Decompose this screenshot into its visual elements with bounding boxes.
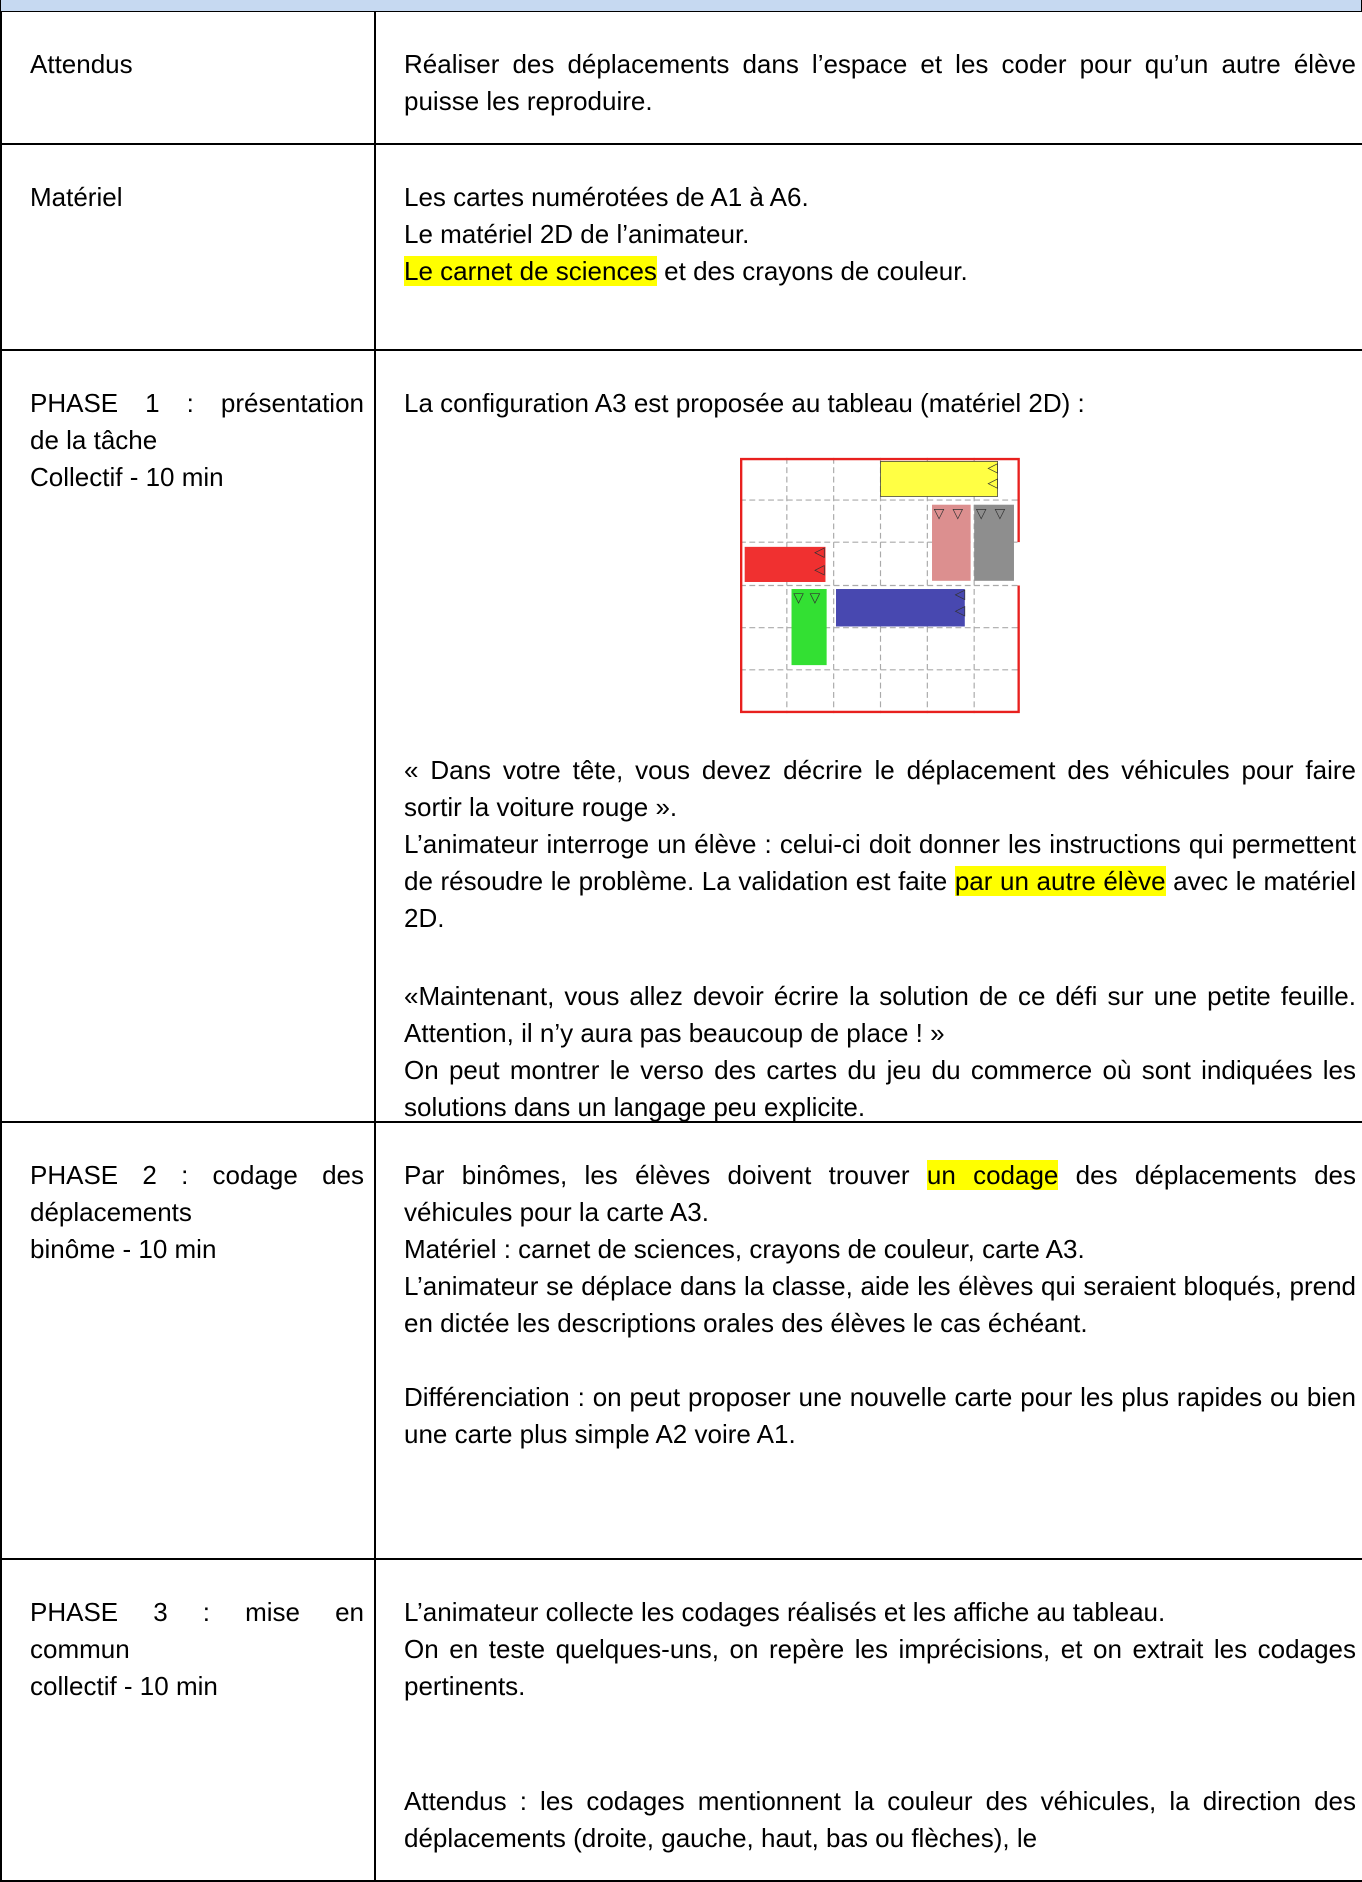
paragraph: Le matériel 2D de l’animateur. [404,216,1356,253]
label-line: commun [30,1634,130,1664]
text-run: avec le matériel 2D. [404,866,1357,933]
paragraph: L’animateur interroge un élève : celui-c… [404,826,1356,937]
label-paragraph: Collectif - 10 min [30,459,364,496]
label-paragraph: Matériel [30,179,364,216]
text-run: Matériel : carnet de sciences, crayons d… [404,1234,1085,1264]
paragraph: Attendus : les codages mentionnent la co… [404,1783,1356,1857]
vehicles [744,461,1014,666]
content-block: Différenciation : on peut proposer une n… [404,1379,1356,1453]
content-block: Réaliser des déplacements dans l’espace … [404,46,1356,120]
table-row: PHASE 3 : mise en commun collectif - 10 mi… [0,1560,1362,1882]
content-cell: Par binômes, les élèves doivent trouver … [378,1123,1362,1558]
label-line: collectif - 10 min [30,1671,218,1701]
red-car [744,546,825,582]
green-car [791,589,827,666]
label-cell: Attendus [2,12,376,143]
paragraph: L’animateur collecte les codages réalisé… [404,1594,1356,1631]
label-line: PHASE 3 : mise en [30,1597,364,1627]
content-block: «Maintenant, vous allez devoir écrire la… [404,978,1356,1126]
label-line: déplacements [30,1197,192,1227]
highlighted-text: un codage [926,1160,1059,1190]
text-run: On peut montrer le verso des cartes du j… [404,1055,1356,1122]
label-paragraph: binôme - 10 min [30,1231,364,1268]
text-run: «Maintenant, vous allez devoir écrire la… [404,981,1356,1048]
grid [739,457,1021,714]
label-cell: Matériel [2,145,376,349]
board-border [739,457,1020,714]
paragraph: Réaliser des déplacements dans l’espace … [404,46,1356,120]
content-cell: Réaliser des déplacements dans l’espace … [378,12,1362,143]
text-run: et des crayons de couleur. [656,256,968,286]
text-run: « Dans votre tête, vous devez décrire le… [404,755,1356,822]
text-run: Par binômes, les élèves doivent trouver [404,1160,927,1190]
paragraph: La configuration A3 est proposée au tabl… [404,385,1356,422]
label-paragraph: PHASE 3 : mise en commun [30,1594,364,1668]
label-cell: PHASE 2 : codage des déplacements binôme -… [2,1123,376,1558]
content-cell: La configuration A3 est proposée au tabl… [378,351,1362,1122]
text-run: Les cartes numérotées de A1 à A6. [404,182,809,212]
rush-hour-diagram [739,457,1021,714]
label-paragraph: PHASE 1 : présentation de la tâche [30,385,364,459]
text-run: L’animateur se déplace dans la classe, a… [404,1271,1356,1338]
label-line: PHASE 1 : présentation [30,388,364,418]
content-block: L’animateur collecte les codages réalisé… [404,1594,1356,1705]
label-line: binôme - 10 min [30,1234,217,1264]
label-cell: PHASE 1 : présentation de la tâche Collect… [2,351,376,1121]
label-paragraph: Attendus [30,46,364,83]
header-band [0,0,1362,12]
text-run: L’animateur interroge un élève : celui-c… [404,829,1356,896]
text-run: Réaliser des déplacements dans l’espace … [404,49,1356,116]
table-row: Attendus Réaliser des déplacements dans l… [0,12,1362,145]
content-block: Par binômes, les élèves doivent trouver … [404,1157,1356,1342]
paragraph: On en teste quelques-uns, on repère les … [404,1631,1356,1705]
content-cell: L’animateur collecte les codages réalisé… [378,1560,1362,1880]
label-line: Matériel [30,182,123,212]
highlighted-text: par un autre élève [954,866,1166,896]
highlighted-text: Le carnet de sciences [404,256,657,286]
text-run: La configuration A3 est proposée au tabl… [404,388,1085,418]
label-line: de la tâche [30,425,158,455]
blue-truck [835,589,965,627]
text-run: Différenciation : on peut proposer une n… [404,1382,1356,1449]
content-block: « Dans votre tête, vous devez décrire le… [404,752,1356,937]
text-run: Le matériel 2D de l’animateur. [404,219,750,249]
label-cell: PHASE 3 : mise en commun collectif - 10 mi… [2,1560,376,1880]
content-block: Attendus : les codages mentionnent la co… [404,1783,1356,1857]
table-row: PHASE 1 : présentation de la tâche Collect… [0,351,1362,1123]
paragraph: L’animateur se déplace dans la classe, a… [404,1268,1356,1342]
label-paragraph: PHASE 2 : codage des déplacements [30,1157,364,1231]
label-line: Collectif - 10 min [30,462,224,492]
label-line: PHASE 2 : codage des [30,1160,364,1190]
paragraph: Différenciation : on peut proposer une n… [404,1379,1356,1453]
content-block: Les cartes numérotées de A1 à A6. Le maté… [404,179,1356,290]
text-run: Attendus : les codages mentionnent la co… [404,1786,1356,1853]
paragraph: «Maintenant, vous allez devoir écrire la… [404,978,1356,1052]
paragraph: Matériel : carnet de sciences, crayons d… [404,1231,1356,1268]
table-row: PHASE 2 : codage des déplacements binôme -… [0,1123,1362,1560]
content-cell: Les cartes numérotées de A1 à A6. Le maté… [378,145,1362,349]
paragraph: « Dans votre tête, vous devez décrire le… [404,752,1356,826]
paragraph: Le carnet de sciences et des crayons de … [404,253,1356,290]
paragraph: On peut montrer le verso des cartes du j… [404,1052,1356,1126]
content-block: La configuration A3 est proposée au tabl… [404,385,1356,422]
text-run: L’animateur collecte les codages réalisé… [404,1597,1166,1627]
yellow-truck [879,461,998,497]
table-row: Matériel Les cartes numérotées de A1 à A6… [0,145,1362,351]
label-paragraph: collectif - 10 min [30,1668,364,1705]
paragraph: Les cartes numérotées de A1 à A6. [404,179,1356,216]
text-run: On en teste quelques-uns, on repère les … [404,1634,1356,1701]
text-run: des déplacements des véhicules pour la c… [404,1160,1356,1227]
label-line: Attendus [30,49,133,79]
paragraph: Par binômes, les élèves doivent trouver … [404,1157,1356,1231]
